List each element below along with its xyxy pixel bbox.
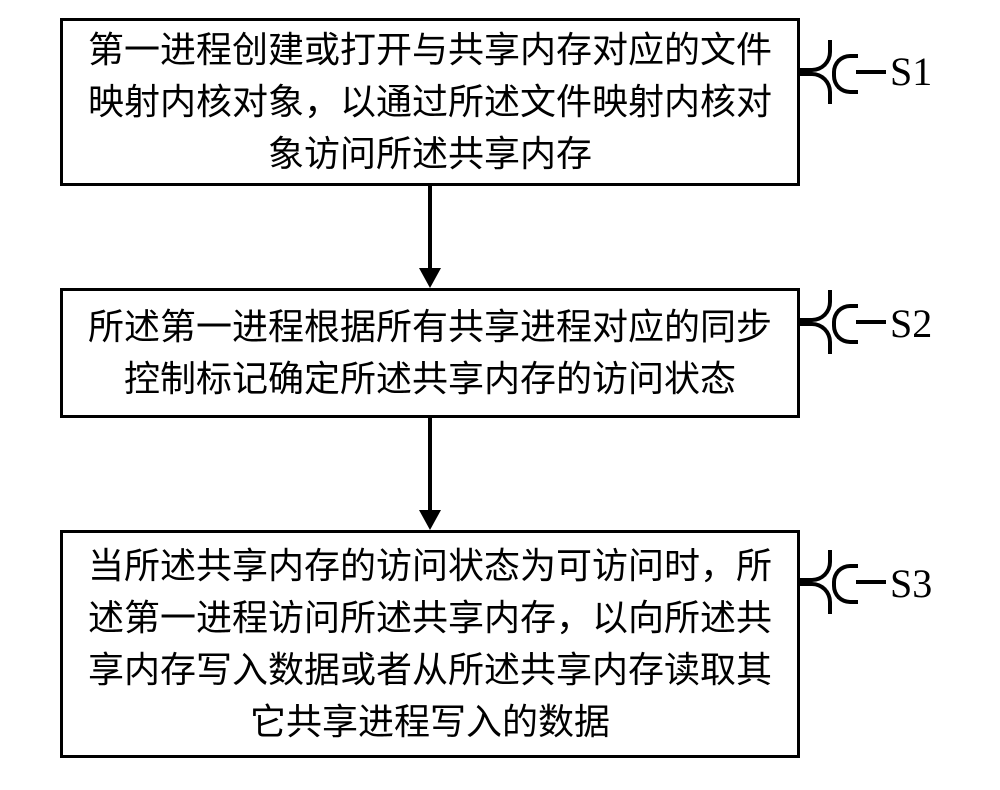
arrow-1-shaft: [428, 186, 432, 270]
step-text-s3: 当所述共享内存的访问状态为可访问时，所述第一进程访问所述共享内存，以向所述共享内…: [87, 540, 773, 749]
arrow-2-head: [419, 510, 441, 530]
step-label-s3: S3: [890, 560, 932, 607]
brace-s3-upper: [800, 550, 832, 582]
flowchart-canvas: 第一进程创建或打开与共享内存对应的文件映射内核对象，以通过所述文件映射内核对象访…: [0, 0, 1000, 790]
brace-s3-lower: [800, 582, 832, 614]
brace-s2-lower: [800, 322, 832, 354]
step-label-s1: S1: [890, 48, 932, 95]
brace-s1-tip-lower: [832, 72, 858, 94]
step-text-s2: 所述第一进程根据所有共享进程对应的同步控制标记确定所述共享内存的访问状态: [87, 301, 773, 405]
arrow-1-head: [419, 268, 441, 288]
brace-s2-lead: [856, 320, 886, 324]
step-label-s2: S2: [890, 300, 932, 347]
step-box-s2: 所述第一进程根据所有共享进程对应的同步控制标记确定所述共享内存的访问状态: [60, 288, 800, 418]
step-box-s3: 当所述共享内存的访问状态为可访问时，所述第一进程访问所述共享内存，以向所述共享内…: [60, 530, 800, 758]
brace-s2-upper: [800, 290, 832, 322]
brace-s1-lead: [856, 70, 886, 74]
step-text-s1: 第一进程创建或打开与共享内存对应的文件映射内核对象，以通过所述文件映射内核对象访…: [87, 24, 773, 181]
step-box-s1: 第一进程创建或打开与共享内存对应的文件映射内核对象，以通过所述文件映射内核对象访…: [60, 18, 800, 186]
brace-s3-lead: [856, 580, 886, 584]
arrow-2-shaft: [428, 418, 432, 512]
brace-s3-tip-lower: [832, 582, 858, 604]
brace-s1-lower: [800, 72, 832, 104]
brace-s2-tip-lower: [832, 322, 858, 344]
brace-s1-upper: [800, 40, 832, 72]
